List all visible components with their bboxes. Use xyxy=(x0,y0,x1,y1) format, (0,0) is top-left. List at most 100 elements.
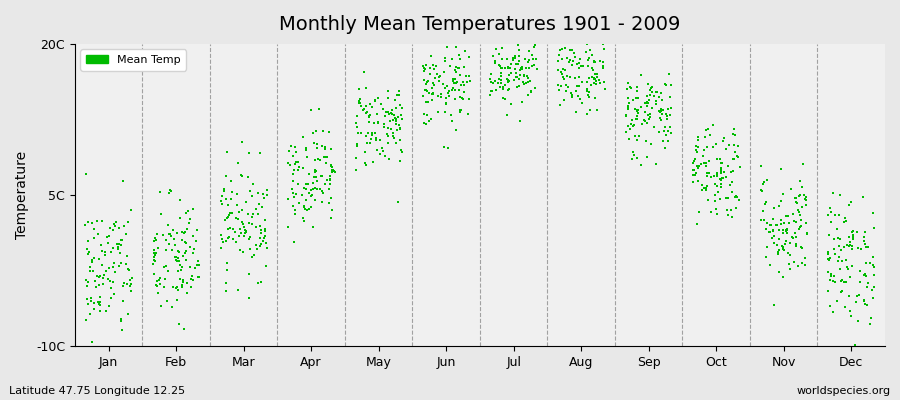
Point xyxy=(596,59,610,66)
Point xyxy=(418,66,432,72)
Point xyxy=(494,72,508,79)
Point xyxy=(284,186,299,193)
Point xyxy=(441,90,455,96)
Point xyxy=(560,54,574,61)
Point xyxy=(348,166,363,173)
Point xyxy=(315,173,329,180)
Point xyxy=(663,105,678,112)
Point xyxy=(379,108,393,115)
Point xyxy=(439,95,454,101)
Point xyxy=(162,241,176,247)
Point xyxy=(652,115,667,121)
Point xyxy=(838,215,852,221)
Point xyxy=(349,154,364,161)
Point xyxy=(188,238,202,244)
Point xyxy=(571,83,585,90)
Point xyxy=(292,164,307,170)
Point xyxy=(100,234,114,241)
Point xyxy=(350,142,365,149)
Point xyxy=(462,96,476,102)
Point xyxy=(225,210,239,216)
Point xyxy=(832,242,846,249)
Point xyxy=(122,282,137,289)
Point xyxy=(183,244,197,250)
Point xyxy=(724,188,739,195)
Point xyxy=(504,60,518,67)
Point xyxy=(292,200,306,206)
Point xyxy=(377,153,392,160)
Point xyxy=(699,126,714,133)
Point xyxy=(630,108,644,114)
Point xyxy=(551,82,565,88)
Point xyxy=(93,294,107,300)
Point xyxy=(244,220,258,227)
Point xyxy=(82,268,96,274)
Point xyxy=(213,232,228,238)
Point xyxy=(596,41,610,48)
Point xyxy=(624,84,638,90)
Point xyxy=(526,52,540,58)
Point xyxy=(219,195,233,202)
Point xyxy=(162,190,176,196)
Point xyxy=(762,222,777,228)
Point xyxy=(700,144,715,150)
Point xyxy=(308,169,322,175)
Point xyxy=(120,280,134,287)
Point xyxy=(98,308,112,314)
Point xyxy=(827,246,842,252)
Point xyxy=(180,280,194,286)
Point xyxy=(231,160,246,166)
Point xyxy=(520,92,535,98)
Point xyxy=(260,191,274,198)
Point xyxy=(453,56,467,63)
Point xyxy=(770,242,784,248)
Point xyxy=(310,156,325,163)
Point xyxy=(483,88,498,94)
Point xyxy=(103,265,117,271)
Point xyxy=(822,232,836,238)
Point xyxy=(242,150,256,156)
Point xyxy=(360,140,374,146)
Point xyxy=(149,231,164,238)
Point xyxy=(572,96,587,102)
Point xyxy=(119,230,133,237)
Point xyxy=(551,67,565,74)
Point xyxy=(153,303,167,309)
Point xyxy=(83,310,97,317)
Point xyxy=(858,271,872,277)
Point xyxy=(148,252,162,258)
Point xyxy=(286,171,301,178)
Point xyxy=(106,244,121,251)
Point xyxy=(325,207,339,214)
Point xyxy=(619,86,634,92)
Point xyxy=(299,145,313,152)
Point xyxy=(713,156,727,162)
Point xyxy=(156,232,170,238)
Point xyxy=(327,168,341,174)
Point xyxy=(394,148,409,155)
Point xyxy=(310,140,324,147)
Point xyxy=(178,228,193,235)
Point xyxy=(486,53,500,60)
Point xyxy=(641,81,655,87)
Point xyxy=(696,153,710,159)
Point xyxy=(88,284,103,290)
Point xyxy=(512,21,526,28)
Point xyxy=(519,73,534,79)
Point xyxy=(824,270,838,277)
Point xyxy=(454,107,468,114)
Point xyxy=(321,200,336,206)
Point xyxy=(689,149,704,156)
Point xyxy=(715,167,729,174)
Point xyxy=(845,236,859,242)
Point xyxy=(239,229,254,235)
Point xyxy=(860,301,874,308)
Point xyxy=(323,175,338,182)
Point xyxy=(418,62,433,68)
Point xyxy=(113,241,128,248)
Point xyxy=(767,240,781,246)
Point xyxy=(433,73,447,80)
Point xyxy=(503,100,517,107)
Point xyxy=(184,272,199,279)
Point xyxy=(363,101,377,107)
